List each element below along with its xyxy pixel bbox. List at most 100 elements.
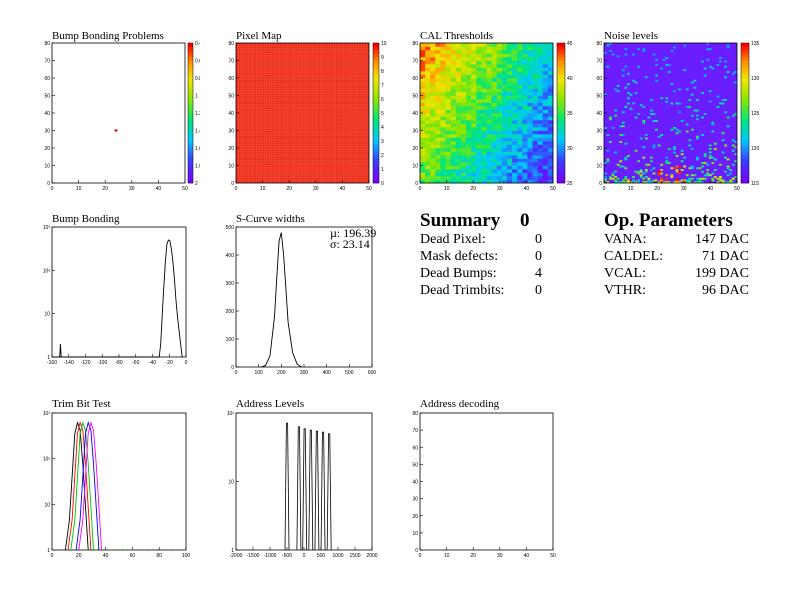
x-tick-label: -20 xyxy=(166,360,173,366)
threshold-cell xyxy=(506,57,513,61)
threshold-cell xyxy=(532,158,538,163)
noise-cell xyxy=(721,99,725,101)
noise-cell xyxy=(701,162,704,164)
threshold-cell xyxy=(420,67,426,72)
threshold-cell xyxy=(440,46,446,51)
noise-cell xyxy=(632,79,635,82)
threshold-cell xyxy=(440,64,446,68)
threshold-cell xyxy=(481,102,487,107)
noise-cell xyxy=(644,137,648,140)
address-level-peak xyxy=(302,428,308,551)
threshold-cell xyxy=(460,141,467,145)
noise-cell xyxy=(675,132,679,135)
threshold-cell xyxy=(481,144,487,149)
threshold-cell xyxy=(471,50,477,54)
threshold-cell xyxy=(537,113,544,117)
threshold-cell xyxy=(466,130,472,135)
noise-cell xyxy=(642,156,646,159)
threshold-cell xyxy=(522,88,528,93)
threshold-cell xyxy=(491,43,498,47)
threshold-cell xyxy=(455,172,462,177)
threshold-cell xyxy=(496,179,503,184)
threshold-cell xyxy=(517,57,523,61)
threshold-cell xyxy=(466,64,472,68)
threshold-cell xyxy=(450,95,457,100)
x-tick-label: 40 xyxy=(103,553,109,559)
threshold-cell xyxy=(527,127,533,131)
threshold-cell xyxy=(491,64,498,68)
noise-cell xyxy=(662,181,666,184)
colorbar-segment xyxy=(557,148,565,152)
threshold-cell xyxy=(486,109,492,114)
colorbar-segment xyxy=(373,99,379,103)
noise-cell xyxy=(706,174,710,177)
threshold-cell xyxy=(501,172,508,177)
threshold-cell xyxy=(491,113,498,117)
plot-area xyxy=(52,43,185,183)
threshold-cell xyxy=(537,169,544,173)
threshold-cell xyxy=(522,134,528,138)
trim-bit-test-title: Trim Bit Test xyxy=(52,398,111,410)
threshold-cell xyxy=(460,50,467,54)
threshold-cell xyxy=(466,165,472,170)
noise-cell xyxy=(683,44,687,47)
threshold-cell xyxy=(430,53,436,58)
threshold-cell xyxy=(506,92,513,96)
threshold-cell xyxy=(527,169,533,173)
noise-cell xyxy=(650,181,653,184)
noise-cell xyxy=(690,148,694,150)
x-tick-label: 20 xyxy=(470,186,476,192)
threshold-cell xyxy=(542,64,549,68)
threshold-cell xyxy=(532,43,538,47)
threshold-cell xyxy=(501,148,508,152)
threshold-cell xyxy=(547,155,554,159)
threshold-cell xyxy=(522,137,528,142)
threshold-cell xyxy=(440,50,446,54)
op-param-label: CALDEL: xyxy=(604,249,664,264)
noise-cell xyxy=(627,179,630,182)
threshold-cell xyxy=(435,176,441,180)
threshold-cell xyxy=(512,109,518,114)
threshold-cell xyxy=(466,169,472,173)
threshold-cell xyxy=(506,120,513,124)
pixel-map-title: Pixel Map xyxy=(236,30,282,42)
noise-cell xyxy=(614,181,617,184)
threshold-cell xyxy=(537,158,544,163)
threshold-cell xyxy=(466,179,472,184)
threshold-cell xyxy=(420,46,426,51)
threshold-cell xyxy=(527,64,533,68)
threshold-cell xyxy=(435,148,441,152)
threshold-cell xyxy=(537,95,544,100)
threshold-cell xyxy=(481,85,487,89)
threshold-cell xyxy=(512,106,518,110)
noise-cell xyxy=(688,106,692,108)
threshold-cell xyxy=(460,158,467,163)
threshold-cell xyxy=(471,141,477,145)
threshold-cell xyxy=(460,137,467,142)
threshold-cell xyxy=(460,92,467,96)
threshold-cell xyxy=(425,109,431,114)
threshold-cell xyxy=(460,127,467,131)
threshold-cell xyxy=(486,78,492,82)
y-tick-label: 20 xyxy=(596,146,602,152)
colorbar-segment xyxy=(557,158,565,163)
noise-cell xyxy=(604,51,607,54)
noise-cell xyxy=(627,92,630,94)
threshold-cell xyxy=(445,123,451,128)
threshold-cell xyxy=(522,74,528,79)
threshold-cell xyxy=(491,151,498,156)
threshold-cell xyxy=(491,141,498,145)
noise-cell xyxy=(711,172,715,175)
threshold-cell xyxy=(542,162,549,166)
colorbar-segment xyxy=(557,169,565,173)
threshold-cell xyxy=(547,165,554,170)
colorbar-segment xyxy=(741,137,749,142)
threshold-cell xyxy=(501,179,508,184)
threshold-cell xyxy=(486,95,492,100)
noise-cell xyxy=(726,44,730,47)
noise-cell xyxy=(696,177,699,180)
threshold-cell xyxy=(517,74,523,79)
threshold-cell xyxy=(420,102,426,107)
x-tick-label: 80 xyxy=(156,553,162,559)
trim-series-3 xyxy=(75,421,100,551)
